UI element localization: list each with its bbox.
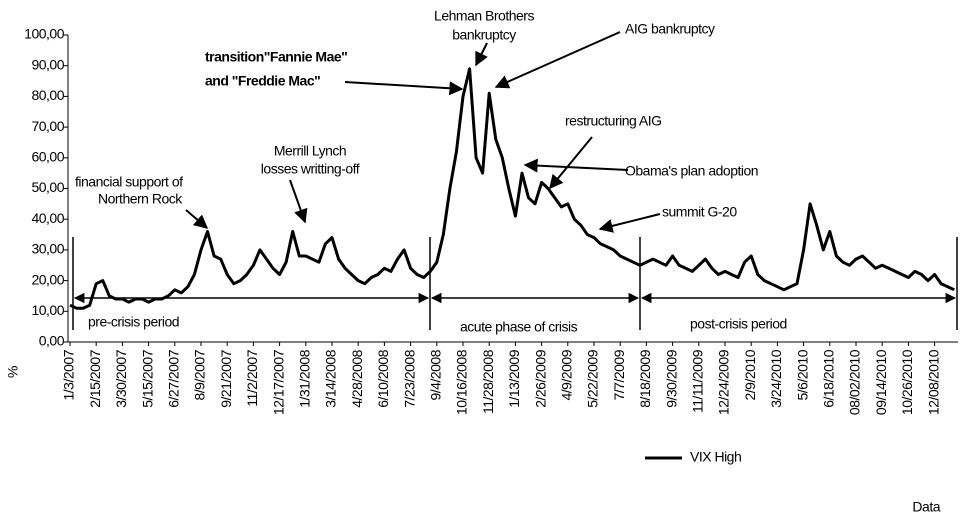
x-tick-label: 10/26/2010 [899,349,915,415]
x-axis-label: Data [912,499,940,515]
x-tick-label: 8/18/2009 [637,349,653,407]
annotation-arrows [185,31,661,233]
x-tick-label: 5/15/2007 [139,349,155,407]
x-tick-label: 12/08/2010 [925,349,941,415]
x-tick-label: 4/28/2008 [349,349,365,407]
x-tick-label: 1/31/2008 [297,349,313,407]
x-tick-label: 5/22/2009 [585,349,601,407]
y-tick-label: 50,00 [31,179,64,195]
y-tick-label: 60,00 [31,149,64,165]
period-markers [72,237,958,330]
y-tick-label: 10,00 [31,302,64,318]
x-tick-label: 7/7/2009 [611,349,627,400]
y-tick-label: 40,00 [31,210,64,226]
period-label: pre-crisis period [88,314,179,330]
x-tick-label: 11/2/2007 [244,349,260,406]
y-axis-label: % [5,366,21,378]
x-tick-label: 12/24/2009 [716,349,732,415]
x-tick-label: 11/28/2008 [480,349,496,414]
annotation: and "Freddie Mac" [205,73,320,89]
x-tick-label: 3/24/2010 [768,349,784,407]
x-tick-label: 4/9/2009 [559,349,575,400]
x-tick-label: 5/6/2010 [794,349,810,400]
y-tick-label: 100,00 [24,26,65,42]
y-tick-label: 80,00 [31,87,64,103]
x-tick-label: 6/27/2007 [166,349,182,407]
annotation: AIG bankruptcy [625,21,715,37]
period-label: post-crisis period [690,316,787,332]
y-tick-label: 20,00 [31,271,64,287]
y-tick-label: 30,00 [31,241,64,257]
annotation: Merrill Lynch [274,143,346,159]
x-tick-label: 10/16/2008 [454,349,470,415]
x-tick-label: 9/21/2007 [218,349,234,407]
period-label: acute phase of crisis [460,319,578,335]
x-tick-label: 7/23/2008 [401,349,417,407]
x-tick-label: 6/10/2008 [375,349,391,407]
x-tick-label: 2/15/2007 [87,349,103,407]
x-tick-label: 09/14/2010 [873,349,889,415]
x-tick-label: 08/02/2010 [847,349,863,415]
x-tick-label: 9/4/2008 [428,349,444,400]
x-tick-label: 2/9/2010 [742,349,758,400]
x-tick-label: 1/3/2007 [61,349,77,400]
annotation: Northern Rock [98,191,183,207]
x-tick-label: 2/26/2009 [532,349,548,407]
y-tick-label: 90,00 [31,56,64,72]
annotation: transition"Fannie Mae" [205,49,347,65]
y-tick-label: 0,00 [39,333,65,349]
y-tick-label: 70,00 [31,118,64,134]
x-tick-label: 3/14/2008 [323,349,339,407]
x-tick-label: 12/17/2007 [270,349,286,415]
x-tick-label: 8/9/2007 [192,349,208,400]
x-tick-label: 11/11/2009 [690,349,706,413]
x-tick-label: 9/30/2009 [663,349,679,407]
annotation: Lehman Brothers [434,8,534,24]
annotation: bankruptcy [452,27,516,43]
annotation: summit G-20 [662,204,737,220]
x-tick-label: 1/13/2009 [506,349,522,407]
data-line [69,67,955,310]
x-tick-label: 3/30/2007 [113,349,129,407]
annotation: Obama's plan adoption [625,163,758,179]
annotation: financial support of [75,174,183,190]
annotation: losses writting-off [261,161,360,177]
x-tick-label: 6/18/2010 [821,349,837,407]
annotation: restructuring AIG [565,113,662,129]
legend-label: VIX High [690,449,741,465]
